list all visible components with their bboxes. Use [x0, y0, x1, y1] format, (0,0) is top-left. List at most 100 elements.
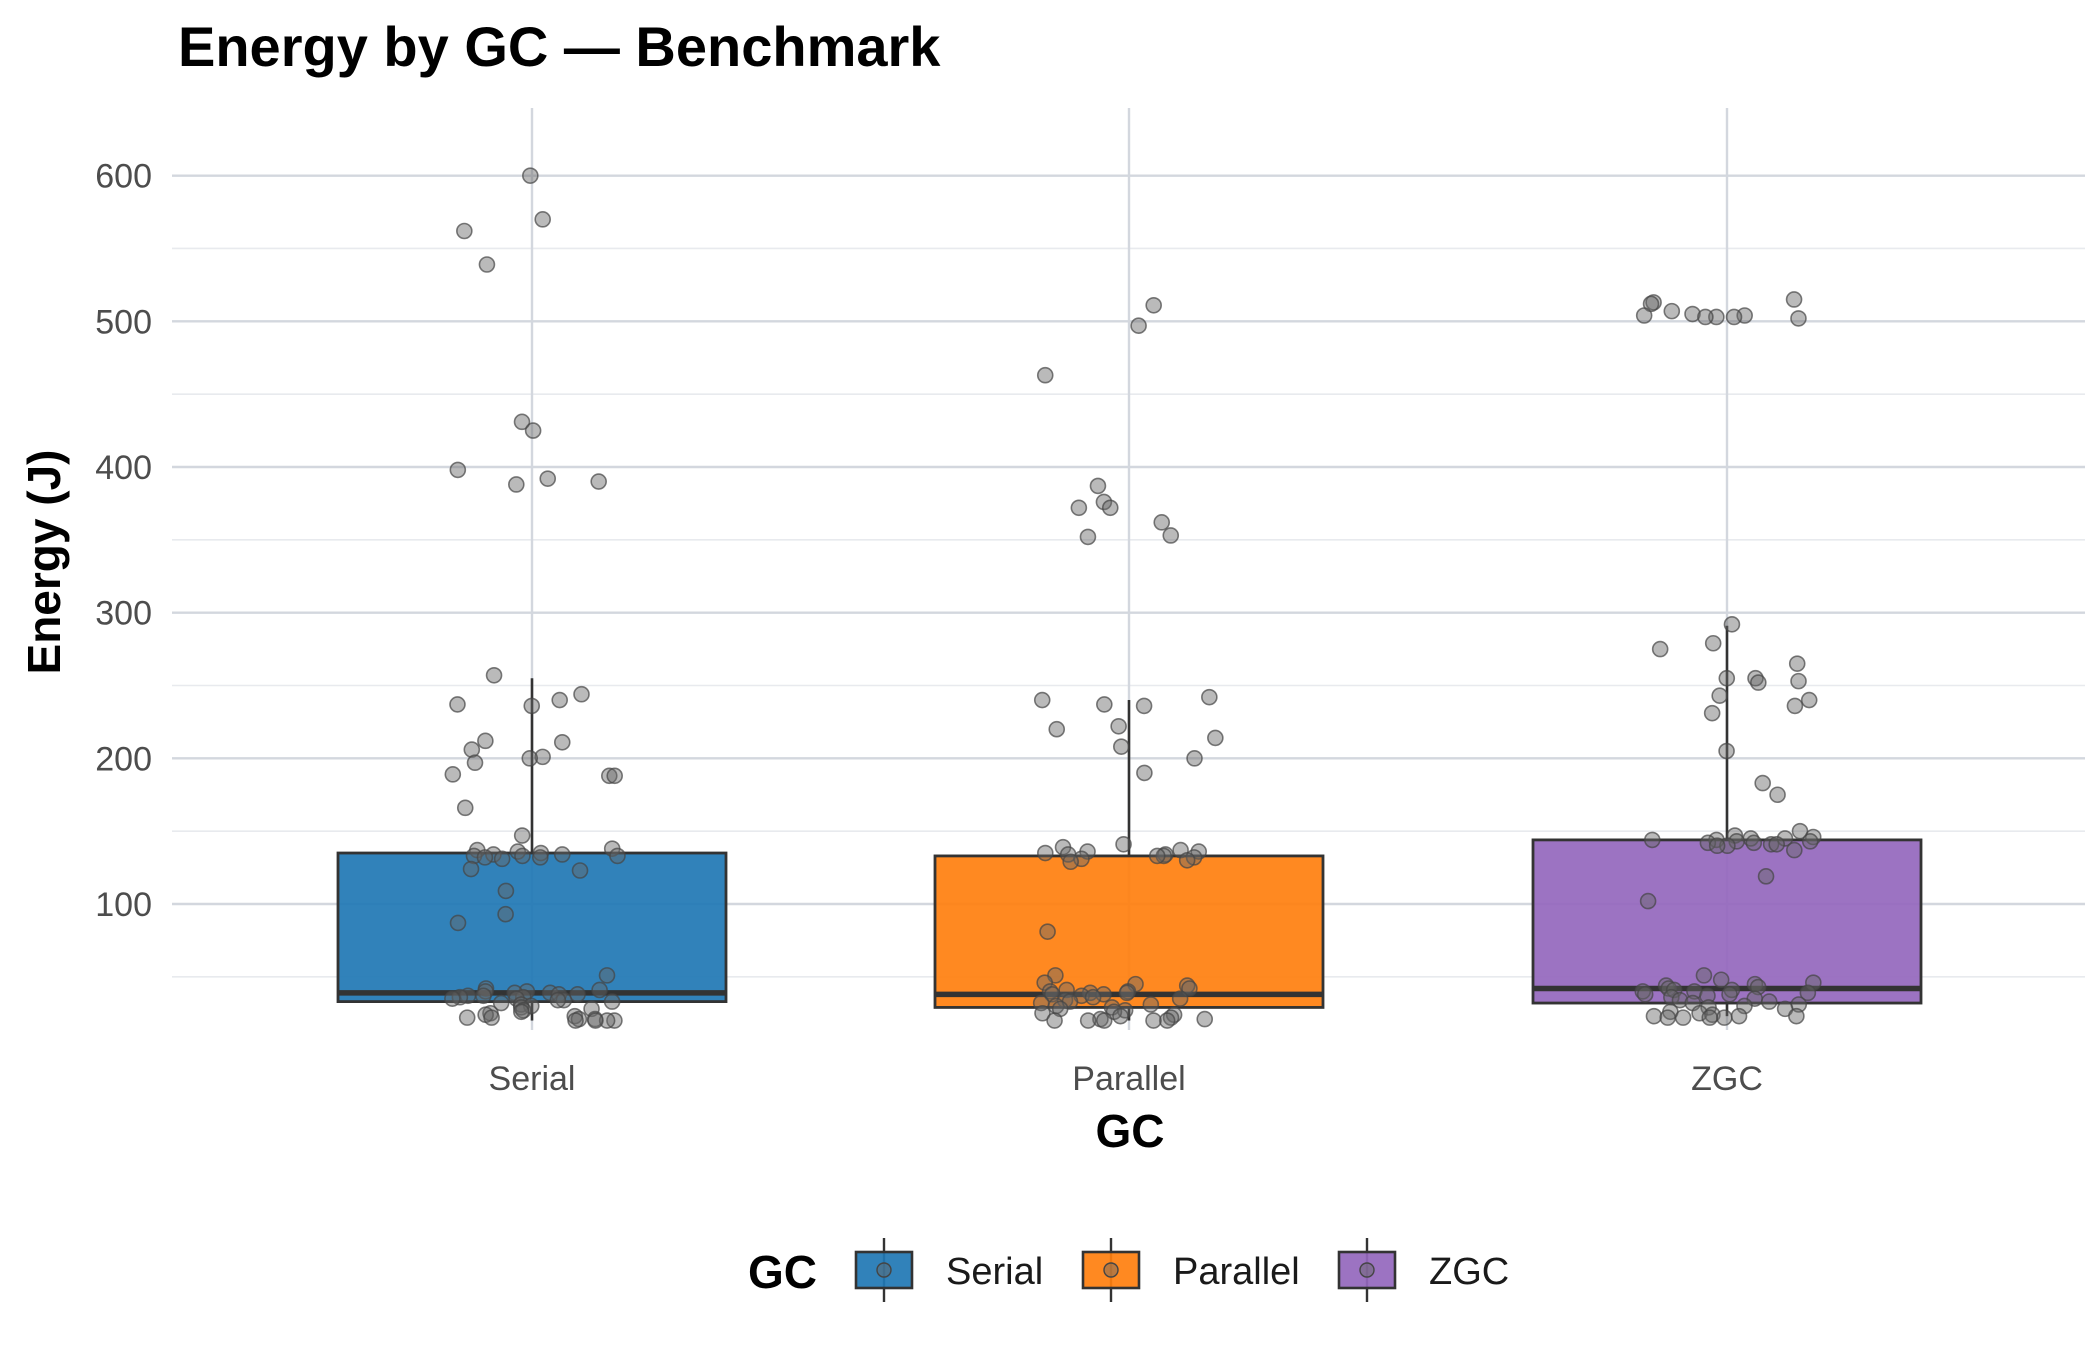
data-point: [1048, 720, 1066, 738]
data-point: [1171, 990, 1189, 1007]
data-point: [1096, 696, 1113, 713]
data-point: [1207, 729, 1224, 747]
data-point: [449, 696, 466, 713]
data-point: [1153, 514, 1171, 531]
box-serial: [336, 678, 728, 1021]
data-point: [1196, 1010, 1214, 1028]
legend-title: GC: [748, 1246, 817, 1298]
x-tick-label: Serial: [489, 1060, 576, 1098]
data-point: [1046, 1012, 1063, 1029]
y-tick-label: 300: [95, 595, 152, 633]
data-point: [600, 767, 618, 785]
data-point: [590, 473, 607, 490]
data-point: [513, 1003, 530, 1021]
legend-label: Parallel: [1173, 1251, 1300, 1293]
data-point: [606, 767, 623, 785]
legend-item-zgc: ZGC: [1337, 1238, 1509, 1302]
data-point: [1684, 305, 1701, 323]
data-point: [1757, 868, 1775, 885]
jitter-points: [444, 167, 1822, 1029]
data-point: [1142, 996, 1160, 1013]
data-point: [567, 1012, 584, 1029]
data-point: [1745, 834, 1763, 852]
data-point: [1158, 1012, 1176, 1029]
data-point: [449, 914, 467, 932]
data-point: [591, 981, 608, 999]
data-point: [466, 754, 484, 772]
data-point: [587, 1012, 604, 1029]
y-tick-label: 500: [95, 303, 152, 341]
data-point: [1799, 984, 1817, 1002]
data-point: [1750, 674, 1767, 691]
data-point: [508, 476, 525, 493]
data-point: [513, 413, 531, 431]
data-point: [1033, 691, 1051, 709]
data-point: [1718, 669, 1736, 687]
data-point: [553, 846, 571, 863]
data-point: [1712, 971, 1730, 989]
data-point: [573, 685, 590, 703]
data-point: [1148, 847, 1166, 865]
data-point: [497, 905, 514, 923]
legend-key-point: [876, 1262, 892, 1278]
data-point: [513, 827, 531, 844]
data-point: [1704, 634, 1722, 652]
data-point: [571, 862, 589, 879]
legend-key-box: [1337, 1250, 1397, 1290]
y-tick-label: 100: [95, 886, 152, 924]
data-point: [1701, 1009, 1719, 1026]
data-point: [1039, 923, 1056, 940]
data-point: [522, 167, 539, 184]
data-point: [609, 847, 626, 865]
data-point: [569, 986, 586, 1003]
data-point: [478, 256, 496, 273]
y-axis-ticks: 100 200 300 400 500 600: [95, 158, 152, 924]
data-point: [463, 741, 481, 758]
legend-key-point: [1103, 1262, 1119, 1278]
data-point: [1788, 1007, 1805, 1025]
data-point: [456, 799, 474, 817]
data-point: [1725, 308, 1743, 326]
data-point: [1790, 310, 1807, 327]
data-point: [1788, 655, 1806, 672]
data-point: [444, 766, 462, 783]
legend-key-box: [854, 1250, 914, 1290]
legend-key-box: [1081, 1250, 1141, 1290]
data-point: [1635, 307, 1653, 324]
data-point: [1095, 493, 1113, 511]
legend-label: Serial: [946, 1251, 1043, 1293]
data-point: [1036, 974, 1053, 991]
data-point: [1079, 1012, 1097, 1029]
data-point: [1118, 984, 1136, 1002]
data-point: [1036, 366, 1054, 384]
data-point: [1776, 830, 1794, 847]
data-point: [1697, 308, 1714, 326]
data-point: [1786, 697, 1804, 715]
data-point: [549, 991, 567, 1009]
data-point: [551, 691, 569, 709]
data-point: [603, 993, 621, 1010]
data-point: [1769, 786, 1786, 804]
data-point: [1034, 1004, 1051, 1022]
data-point: [1110, 717, 1127, 735]
legend-label: ZGC: [1429, 1251, 1509, 1293]
data-point: [1636, 986, 1654, 1003]
x-tick-label: Parallel: [1072, 1060, 1185, 1098]
data-point: [1674, 1009, 1692, 1026]
data-point: [1130, 317, 1147, 334]
data-point: [539, 470, 557, 487]
data-point: [475, 987, 492, 1005]
data-point: [1115, 835, 1132, 853]
data-point: [449, 461, 467, 479]
data-point: [1135, 697, 1153, 715]
data-point: [462, 860, 480, 878]
data-point: [1760, 993, 1778, 1010]
data-point: [1801, 833, 1819, 850]
legend: GC Serial Parallel ZGC: [748, 1238, 1509, 1302]
data-point: [1089, 477, 1107, 495]
data-point: [497, 882, 515, 900]
data-point: [1084, 988, 1102, 1006]
data-point: [1663, 302, 1681, 320]
data-point: [492, 994, 510, 1012]
data-point: [1145, 296, 1162, 314]
